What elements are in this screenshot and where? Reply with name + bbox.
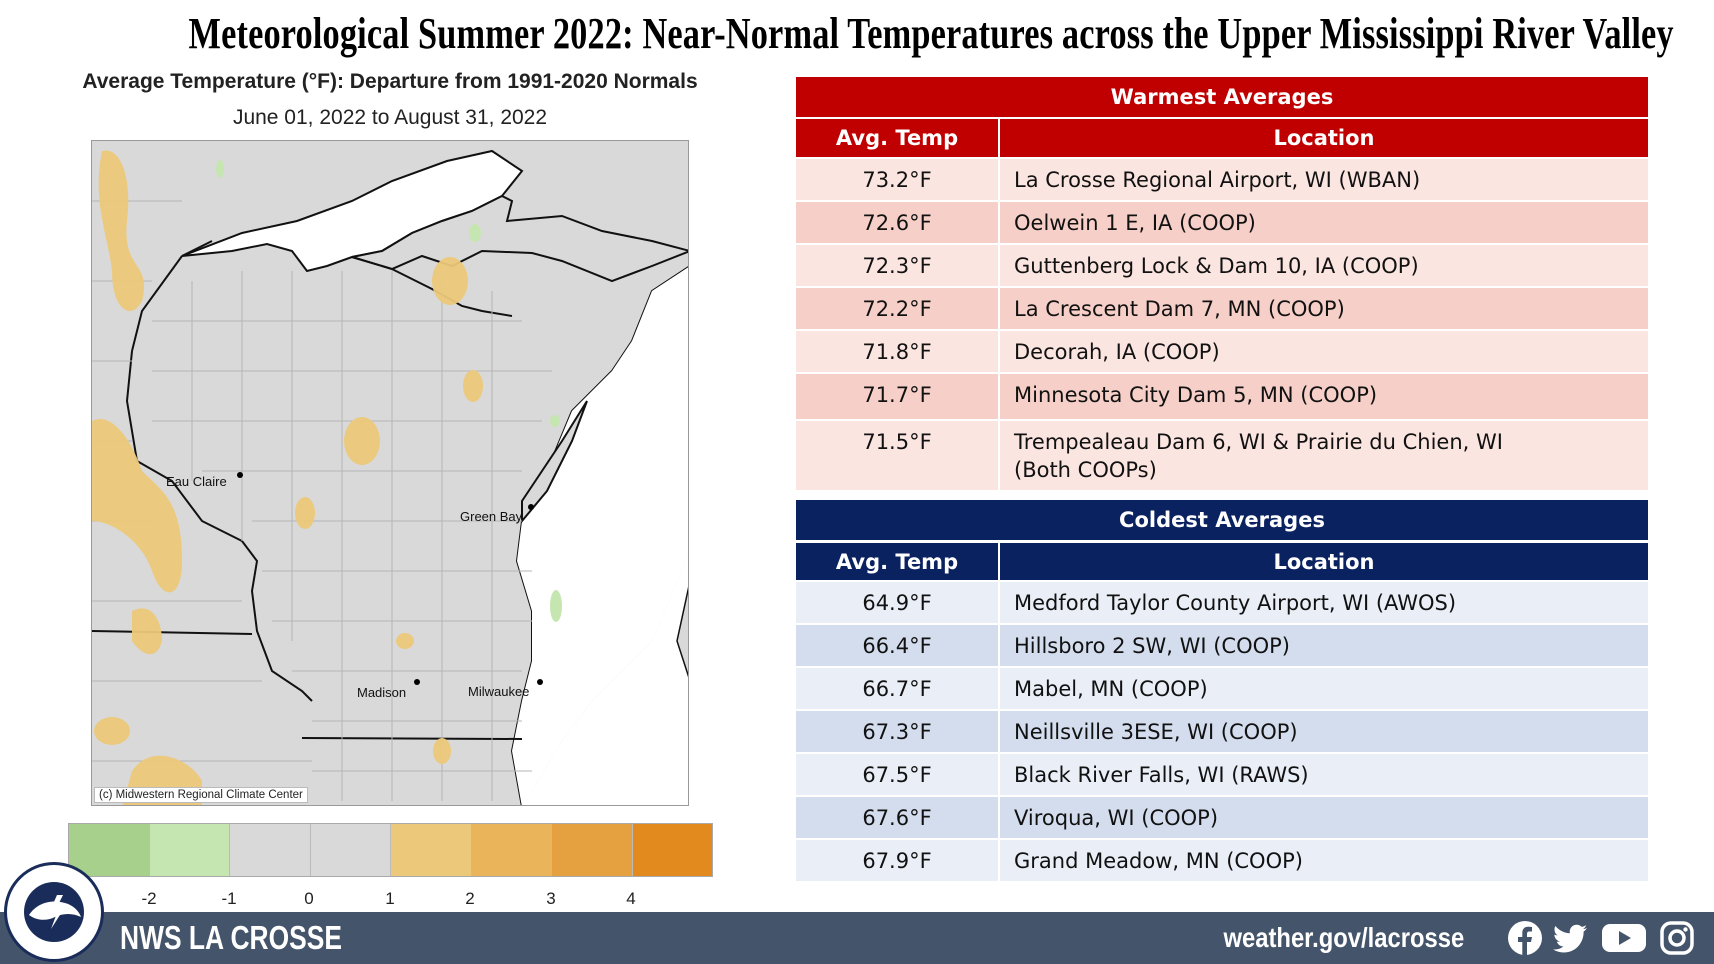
temp-cell: 67.3°F [796, 709, 998, 752]
table-row: 66.4°F Hillsboro 2 SW, WI (COOP) [796, 623, 1648, 666]
legend-swatch [391, 824, 472, 876]
location-cell: La Crescent Dam 7, MN (COOP) [998, 286, 1648, 329]
table-row: 72.3°F Guttenberg Lock & Dam 10, IA (COOP… [796, 243, 1648, 286]
legend-tick: -1 [221, 889, 237, 908]
page-title: Meteorological Summer 2022: Near-Normal … [188, 9, 1674, 58]
temp-cell: 66.4°F [796, 623, 998, 666]
map-date-range: June 01, 2022 to August 31, 2022 [232, 106, 548, 129]
map-title: Average Temperature (°F): Departure from… [82, 70, 698, 93]
location-cell: Grand Meadow, MN (COOP) [998, 838, 1648, 881]
map-graphic [92, 149, 688, 805]
coldest-averages-table: Coldest Averages Avg. Temp Location 64.9… [796, 500, 1648, 881]
table-row: 66.7°F Mabel, MN (COOP) [796, 666, 1648, 709]
legend-swatch [471, 824, 552, 876]
legend-tick: 0 [304, 889, 314, 908]
table-row: 72.2°F La Crescent Dam 7, MN (COOP) [796, 286, 1648, 329]
twitter-icon[interactable] [1552, 920, 1590, 956]
table-row: 72.6°F Oelwein 1 E, IA (COOP) [796, 200, 1648, 243]
footer-website-link[interactable]: weather.gov/lacrosse [1223, 922, 1464, 953]
color-legend [68, 823, 713, 877]
table-row: 64.9°F Medford Taylor County Airport, WI … [796, 580, 1648, 623]
temp-cell: 67.6°F [796, 795, 998, 838]
legend-swatch [310, 824, 391, 876]
coldest-header: Coldest Averages [796, 500, 1648, 540]
location-cell: Hillsboro 2 SW, WI (COOP) [998, 623, 1648, 666]
temp-cell: 72.3°F [796, 243, 998, 286]
temp-cell: 71.7°F [796, 372, 998, 419]
legend-tick: 2 [465, 889, 475, 908]
city-label-green-bay: Green Bay [460, 509, 523, 524]
legend-swatch [69, 824, 150, 876]
location-cell: Minnesota City Dam 5, MN (COOP) [998, 372, 1648, 419]
location-cell: Black River Falls, WI (RAWS) [998, 752, 1648, 795]
location-cell: Neillsville 3ESE, WI (COOP) [998, 709, 1648, 752]
madison-marker [414, 679, 420, 685]
legend-tick: 1 [385, 889, 395, 908]
table-row: 71.5°F Trempealeau Dam 6, WI & Prairie du… [796, 419, 1648, 490]
temp-cell: 72.6°F [796, 200, 998, 243]
legend-swatch [149, 824, 230, 876]
facebook-icon[interactable] [1506, 920, 1544, 956]
youtube-icon[interactable] [1601, 920, 1647, 956]
location-cell: Viroqua, WI (COOP) [998, 795, 1648, 838]
coldest-col-location: Location [998, 540, 1648, 580]
legend-tick: 3 [546, 889, 556, 908]
location-cell: La Crosse Regional Airport, WI (WBAN) [998, 157, 1648, 200]
table-row: 73.2°F La Crosse Regional Airport, WI (WB… [796, 157, 1648, 200]
city-label-madison: Madison [357, 685, 407, 700]
city-label-eau-claire: Eau Claire [166, 474, 227, 489]
warmest-averages-table: Warmest Averages Avg. Temp Location 73.2… [796, 77, 1648, 490]
temp-cell: 73.2°F [796, 157, 998, 200]
temp-cell: 67.9°F [796, 838, 998, 881]
legend-swatch [552, 824, 633, 876]
table-row: 71.7°F Minnesota City Dam 5, MN (COOP) [796, 372, 1648, 419]
temperature-departure-map: Eau Claire Green Bay Madison Milwaukee (… [91, 140, 689, 806]
location-cell: Decorah, IA (COOP) [998, 329, 1648, 372]
temp-cell: 71.8°F [796, 329, 998, 372]
nws-logo [4, 862, 104, 962]
nws-emblem [9, 867, 99, 957]
location-line-2: (Both COOPs) [1014, 458, 1157, 482]
warmest-header: Warmest Averages [796, 77, 1648, 117]
green-bay-marker [528, 504, 534, 510]
table-row: 67.5°F Black River Falls, WI (RAWS) [796, 752, 1648, 795]
temp-cell: 67.5°F [796, 752, 998, 795]
location-cell: Oelwein 1 E, IA (COOP) [998, 200, 1648, 243]
temp-cell: 71.5°F [796, 419, 998, 490]
city-label-milwaukee: Milwaukee [468, 684, 530, 699]
location-line-1: Trempealeau Dam 6, WI & Prairie du Chien… [1014, 430, 1503, 454]
table-row: 71.8°F Decorah, IA (COOP) [796, 329, 1648, 372]
warmest-col-location: Location [998, 117, 1648, 157]
temp-cell: 72.2°F [796, 286, 998, 329]
table-row: 67.3°F Neillsville 3ESE, WI (COOP) [796, 709, 1648, 752]
legend-swatch [632, 824, 712, 876]
legend-tick: 4 [626, 889, 636, 908]
milwaukee-marker [537, 679, 543, 685]
legend-swatch [230, 824, 311, 876]
map-copyright: (c) Midwestern Regional Climate Center [94, 787, 308, 803]
location-cell: Mabel, MN (COOP) [998, 666, 1648, 709]
table-row: 67.6°F Viroqua, WI (COOP) [796, 795, 1648, 838]
warmest-col-temp: Avg. Temp [796, 117, 998, 157]
legend-tick: -2 [141, 889, 157, 908]
temp-cell: 64.9°F [796, 580, 998, 623]
location-cell: Trempealeau Dam 6, WI & Prairie du Chien… [998, 419, 1648, 490]
footer-bar: NWS LA CROSSE weather.gov/lacrosse [0, 912, 1714, 964]
instagram-icon[interactable] [1658, 920, 1696, 956]
coldest-col-temp: Avg. Temp [796, 540, 998, 580]
location-cell: Medford Taylor County Airport, WI (AWOS) [998, 580, 1648, 623]
table-row: 67.9°F Grand Meadow, MN (COOP) [796, 838, 1648, 881]
temp-cell: 66.7°F [796, 666, 998, 709]
location-cell: Guttenberg Lock & Dam 10, IA (COOP) [998, 243, 1648, 286]
eau-claire-marker [237, 472, 243, 478]
footer-brand: NWS LA CROSSE [120, 919, 342, 956]
